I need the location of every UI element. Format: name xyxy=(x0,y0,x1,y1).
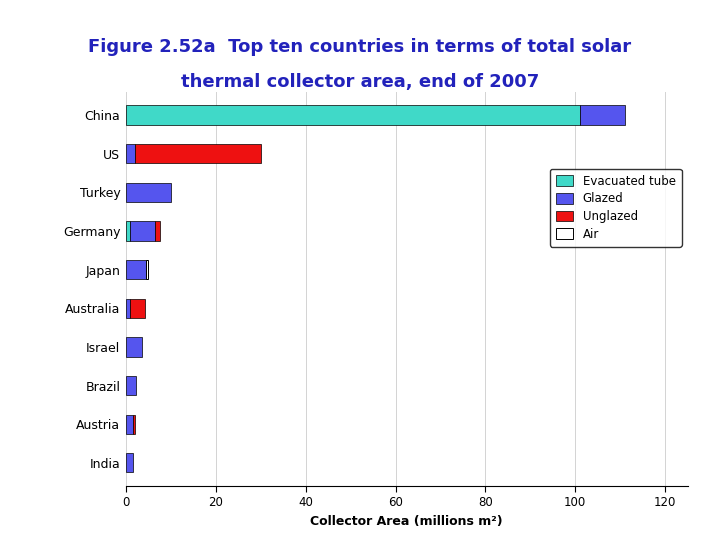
Text: Figure 2.52a  Top ten countries in terms of total solar: Figure 2.52a Top ten countries in terms … xyxy=(89,38,631,56)
Bar xyxy=(126,260,146,279)
Bar xyxy=(132,415,135,434)
Bar xyxy=(126,415,132,434)
Bar xyxy=(146,260,148,279)
Bar xyxy=(126,144,135,163)
Bar xyxy=(126,221,130,241)
Bar xyxy=(126,453,132,472)
X-axis label: Collector Area (millions m²): Collector Area (millions m²) xyxy=(310,515,503,528)
Bar xyxy=(130,221,156,241)
Text: thermal collector area, end of 2007: thermal collector area, end of 2007 xyxy=(181,73,539,91)
Bar xyxy=(135,144,261,163)
Bar xyxy=(130,299,145,318)
Bar xyxy=(126,337,142,356)
Bar xyxy=(126,105,580,125)
Bar xyxy=(126,299,130,318)
Legend: Evacuated tube, Glazed, Unglazed, Air: Evacuated tube, Glazed, Unglazed, Air xyxy=(550,168,682,247)
Bar xyxy=(156,221,160,241)
Bar xyxy=(126,183,171,202)
Bar xyxy=(580,105,625,125)
Bar xyxy=(126,376,136,395)
